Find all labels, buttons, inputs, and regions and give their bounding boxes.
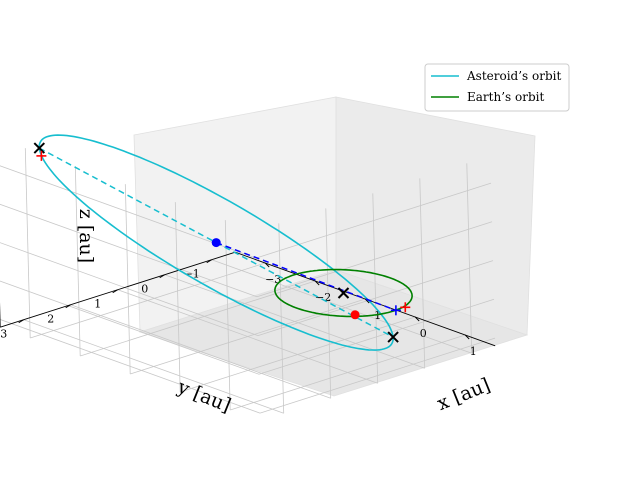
x-tick-mark <box>264 262 270 268</box>
grid-y-floor <box>70 304 331 399</box>
plus-marker <box>390 305 401 316</box>
grid-x-wall <box>74 166 81 357</box>
grid-y-floor <box>23 319 284 414</box>
dashed-line <box>215 241 397 312</box>
x-tick-label: −3 <box>265 273 281 286</box>
y-tick-label: 0 <box>141 283 148 296</box>
grid-lines <box>0 148 496 414</box>
grid-x-wall <box>24 148 31 339</box>
grid-z-xzwall <box>0 203 258 298</box>
x-axis-label: x [au] <box>434 374 493 415</box>
grid-z-yzwall <box>259 337 496 414</box>
x-marker-stroke <box>387 331 399 343</box>
grid-x-wall <box>124 184 131 375</box>
grid-z-xzwall <box>0 280 260 375</box>
dot-marker <box>350 310 360 320</box>
grid-y-wall <box>372 193 379 384</box>
x-marker <box>33 142 46 154</box>
y-tick-label: −1 <box>184 268 200 281</box>
x-marker <box>337 287 350 299</box>
plus-marker <box>36 150 47 161</box>
grid-z-yzwall <box>256 221 493 298</box>
legend: Asteroid’s orbit Earth’s orbit <box>424 63 570 112</box>
y-tick-label: 3 <box>0 328 7 341</box>
markers <box>33 142 411 343</box>
x-tick-mark <box>464 334 470 340</box>
y-axis-label: y [au] <box>174 376 234 417</box>
grid-x-wall <box>224 220 231 411</box>
x-tick-label: 1 <box>470 345 477 358</box>
y-tick-mark <box>18 319 24 324</box>
grid-y-wall <box>466 163 473 354</box>
y-tick-label: 1 <box>94 298 101 311</box>
x-tick-mark <box>314 280 320 286</box>
legend-label-asteroid: Asteroid’s orbit <box>466 69 561 83</box>
earth-orbit-line <box>274 268 413 318</box>
x-tick-mark <box>414 316 420 322</box>
z-axis-label: z [au] <box>75 209 97 263</box>
dot-marker <box>211 238 221 248</box>
grid-z-xzwall <box>0 242 259 336</box>
x-marker-stroke <box>33 142 46 154</box>
grid-y-wall <box>419 178 426 369</box>
legend-box <box>424 63 570 112</box>
y-tick-mark <box>65 304 71 309</box>
grid-z-yzwall <box>257 260 494 336</box>
plus-marker <box>400 302 411 313</box>
legend-label-earth: Earth’s orbit <box>467 90 544 104</box>
x-tick-label: −2 <box>315 291 331 304</box>
grid-z-yzwall <box>255 182 492 259</box>
grid-y-floor <box>211 259 472 354</box>
x-marker-stroke <box>337 287 350 299</box>
x-tick-label: 0 <box>420 327 427 340</box>
y-tick-mark <box>206 259 212 264</box>
y-tick-mark <box>159 274 165 279</box>
grid-y-floor <box>117 289 378 384</box>
grid-y-wall <box>278 223 285 414</box>
grid-y-wall <box>325 208 332 399</box>
x-marker <box>387 331 399 343</box>
grid-x-wall <box>174 202 181 393</box>
y-tick-label: 2 <box>47 313 54 326</box>
grid-z-yzwall <box>258 298 495 375</box>
grid-y-floor <box>164 274 425 369</box>
y-tick-mark <box>112 289 118 294</box>
grid-z-xzwall <box>0 319 261 414</box>
